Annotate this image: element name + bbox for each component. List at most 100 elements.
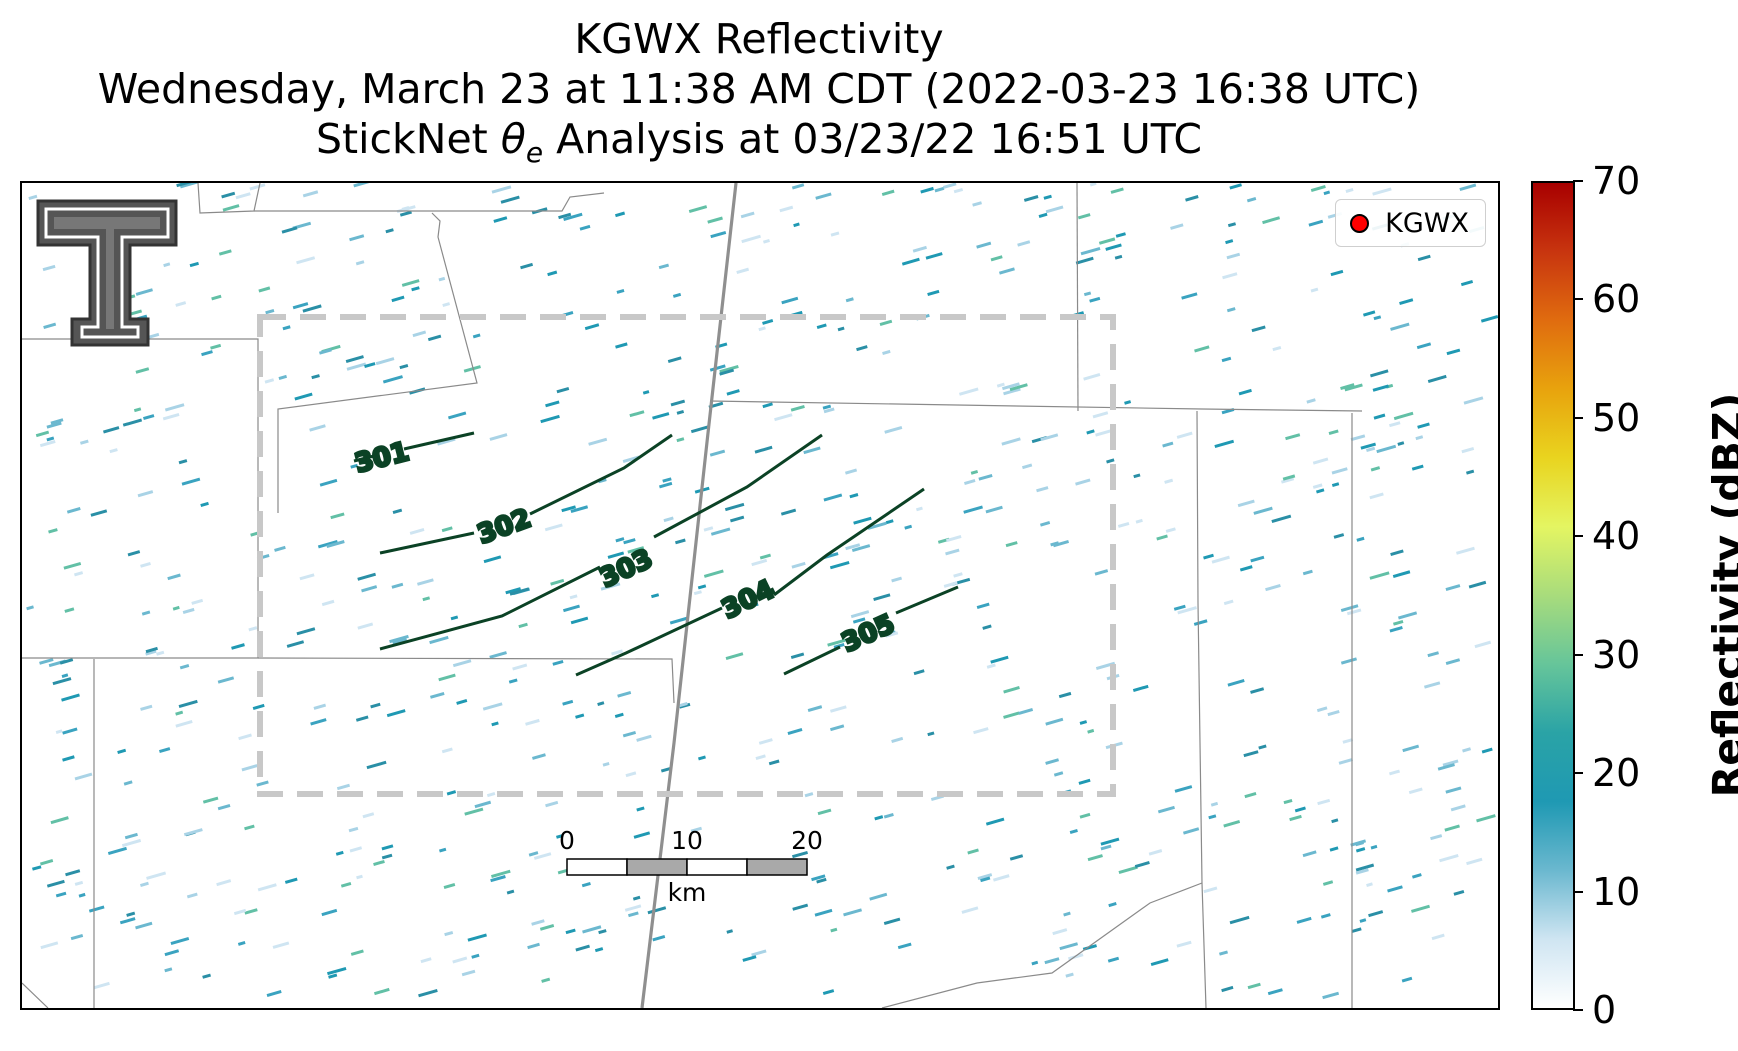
echo-pixel — [1369, 571, 1390, 580]
echo-pixel — [1281, 477, 1295, 484]
echo-pixel — [1351, 927, 1362, 933]
echo-pixel — [265, 309, 275, 315]
echo-pixel — [927, 289, 940, 296]
echo-pixel — [1424, 681, 1441, 689]
echo-pixel — [163, 262, 171, 268]
echo-pixel — [326, 540, 345, 548]
county-line — [197, 183, 261, 214]
echo-pixel — [28, 194, 38, 200]
echo-pixel — [1445, 584, 1461, 591]
echo-pixel — [217, 676, 235, 684]
echo-pixel — [441, 747, 453, 754]
echo-pixel — [39, 657, 54, 665]
echo-pixel — [164, 403, 185, 412]
echo-pixel — [1003, 711, 1020, 719]
echo-pixel — [418, 988, 438, 998]
echo-pixel — [636, 734, 652, 742]
echo-pixel — [1174, 785, 1193, 793]
echo-pixel — [472, 333, 481, 339]
echo-pixel — [1045, 717, 1064, 726]
echo-pixel — [1050, 541, 1060, 547]
echo-pixel — [1389, 769, 1401, 776]
echo-pixel — [558, 212, 572, 220]
echo-pixel — [1331, 482, 1340, 487]
echo-pixel — [430, 691, 445, 699]
echo-pixel — [211, 294, 222, 301]
echo-pixel — [1387, 885, 1403, 893]
echo-pixel — [669, 616, 689, 625]
echo-pixel — [321, 908, 338, 917]
echo-pixel — [1389, 421, 1401, 428]
colorbar-tick-label: 70 — [1592, 159, 1641, 203]
echo-pixel — [1444, 824, 1460, 832]
echo-pixel — [65, 869, 81, 877]
echo-pixel — [710, 527, 731, 536]
echo-pixel — [401, 205, 410, 211]
echo-pixel — [464, 807, 484, 816]
echo-pixel — [482, 702, 503, 711]
echo-pixel — [1476, 814, 1496, 823]
echo-pixel — [1086, 429, 1095, 435]
echo-pixel — [412, 330, 427, 338]
echo-pixel — [660, 766, 672, 773]
echo-pixel — [1360, 442, 1377, 450]
echo-pixel — [703, 569, 724, 578]
echo-pixel — [420, 957, 432, 964]
echo-pixel — [452, 659, 472, 668]
echo-pixel — [1170, 223, 1184, 230]
echo-pixel — [518, 622, 528, 629]
echo-pixel — [1083, 291, 1092, 297]
colorbar-tick-label: 20 — [1592, 751, 1641, 796]
contour-line — [529, 433, 673, 516]
echo-pixel — [191, 598, 204, 605]
echo-pixel — [357, 622, 374, 630]
echo-pixel — [140, 704, 153, 711]
echo-pixel — [355, 260, 365, 266]
echo-pixel — [582, 925, 602, 934]
echo-pixel — [1370, 844, 1378, 850]
echo-pixel — [357, 572, 377, 581]
echo-pixel — [1117, 521, 1130, 528]
echo-pixel — [1223, 820, 1241, 828]
echo-pixel — [667, 356, 682, 363]
echo-pixel — [1416, 342, 1432, 350]
echo-pixel — [1078, 778, 1091, 785]
county-line — [22, 982, 49, 1008]
echo-pixel — [830, 927, 838, 933]
echo-pixel — [244, 824, 255, 831]
echo-pixel — [803, 446, 821, 455]
echo-pixel — [456, 699, 468, 705]
echo-pixel — [528, 851, 539, 857]
echo-pixel — [222, 204, 240, 212]
scale-bar: 0 10 20 km — [559, 826, 823, 907]
echo-pixel — [873, 593, 891, 601]
echo-pixel — [758, 738, 773, 745]
echo-pixel — [340, 882, 352, 888]
echo-pixel — [822, 989, 835, 995]
contour-line — [403, 431, 475, 451]
echo-pixel — [703, 526, 714, 532]
colorbar-tick-label: 30 — [1592, 632, 1641, 677]
echo-pixel — [1009, 854, 1024, 861]
echo-pixel — [50, 418, 64, 425]
echo-pixel — [547, 270, 558, 277]
county-line — [1196, 410, 1207, 1008]
echo-pixel — [920, 186, 934, 194]
echo-pixel — [441, 526, 453, 533]
echo-pixel — [1437, 763, 1455, 771]
echo-pixel — [88, 905, 105, 913]
echo-pixel — [202, 973, 212, 979]
county-line — [254, 192, 605, 212]
radar-map[interactable]: 301 302 303 304 305 0 10 20 km KGWX — [20, 181, 1500, 1010]
echo-pixel — [565, 928, 576, 935]
echo-pixel — [235, 192, 251, 200]
echo-pixel — [64, 607, 75, 613]
echo-pixel — [690, 425, 711, 434]
echo-pixel — [135, 367, 150, 374]
echo-pixel — [1322, 991, 1340, 1000]
echo-pixel — [625, 771, 637, 778]
echo-pixel — [814, 908, 833, 917]
echo-pixel — [145, 649, 157, 656]
echo-pixel — [670, 399, 686, 407]
echo-pixel — [755, 754, 766, 760]
